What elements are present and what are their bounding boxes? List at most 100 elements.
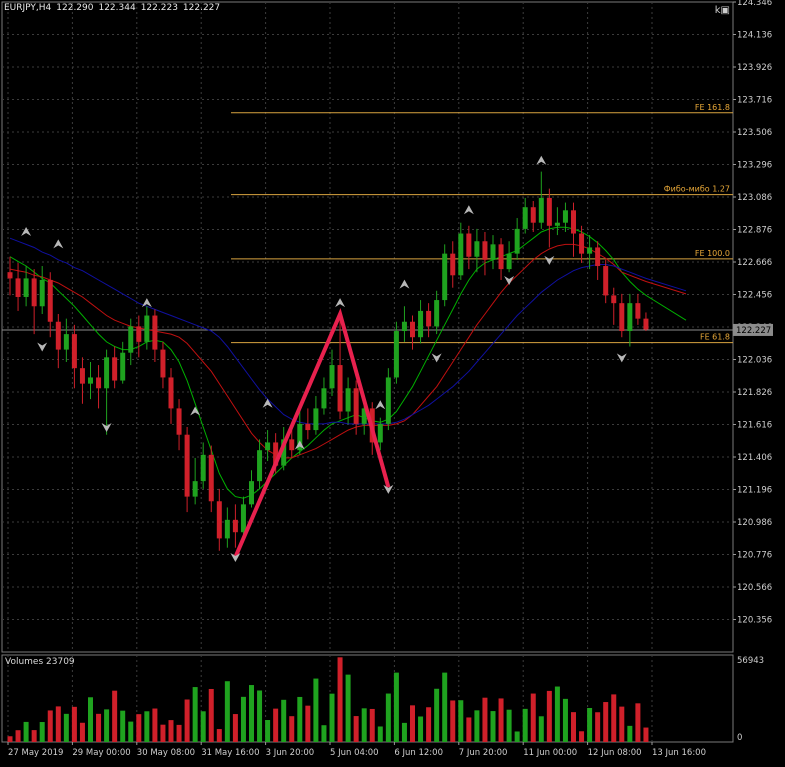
ohlc-close: 122.227 xyxy=(182,3,221,13)
fractal-arrows xyxy=(21,155,627,562)
candle-body xyxy=(224,519,230,539)
candle-body xyxy=(418,310,424,338)
candle-body xyxy=(611,295,617,304)
volume-bar xyxy=(442,672,448,742)
fractal-up-arrow xyxy=(141,298,152,308)
candle-body xyxy=(39,279,45,307)
volume-bar xyxy=(257,690,263,742)
fib-levels: FE 161.8 Фибо-мибо 1.27 FE 100.0 FE 61.8 xyxy=(2,103,733,344)
volume-bar xyxy=(31,730,37,742)
candle-body xyxy=(55,321,61,350)
candle-body xyxy=(297,423,303,451)
volume-bar xyxy=(200,711,206,742)
fib-level-label: FE 161.8 xyxy=(695,103,730,112)
volume-bar xyxy=(530,693,536,742)
candle-body xyxy=(321,388,327,409)
volume-bar xyxy=(619,706,625,742)
volume-bar xyxy=(168,720,174,742)
volume-bar xyxy=(506,709,512,742)
volume-bar xyxy=(562,698,568,742)
y-tick-label: 123.086 xyxy=(737,193,772,203)
volume-bar xyxy=(377,726,383,742)
volume-bar xyxy=(514,731,520,742)
candle-body xyxy=(434,300,440,327)
x-tick-label: 5 Jun 04:00 xyxy=(330,748,379,758)
volume-bar xyxy=(410,705,415,742)
candle-body xyxy=(450,253,456,276)
candle-body xyxy=(426,310,432,327)
candle-body xyxy=(498,244,504,270)
fib-level-label: FE 61.8 xyxy=(700,333,730,342)
candle-body xyxy=(240,504,246,533)
candle-body xyxy=(635,303,641,319)
volume-bar xyxy=(47,710,53,742)
candle-body xyxy=(136,326,142,342)
volume-bar xyxy=(15,730,21,742)
volume-bar xyxy=(635,703,641,742)
y-tick-label: 123.506 xyxy=(737,128,772,138)
x-tick-label: 30 May 08:00 xyxy=(137,748,195,758)
volume-bar xyxy=(289,716,295,742)
volume-bar xyxy=(458,700,464,742)
volume-bar xyxy=(55,706,61,742)
candle-body xyxy=(71,334,77,369)
symbol-name: EURJPY,H4 xyxy=(4,3,52,13)
fib-level-label: Фибо-мибо 1.27 xyxy=(664,185,730,194)
volume-bar xyxy=(369,708,375,742)
y-tick-label: 122.876 xyxy=(737,226,772,236)
x-tick-label: 6 Jun 12:00 xyxy=(394,748,443,758)
candle-body xyxy=(401,321,407,332)
volume-bar xyxy=(63,713,69,742)
candle-body xyxy=(385,377,391,424)
candle-body xyxy=(104,357,110,389)
candle-body xyxy=(490,244,496,260)
volume-bar xyxy=(71,706,77,742)
volume-bar xyxy=(611,694,617,742)
candle-body xyxy=(305,423,311,431)
volume-bar xyxy=(297,696,303,742)
autoscroll-icon[interactable]: k▣ xyxy=(714,5,730,16)
fractal-up-arrow xyxy=(375,400,386,410)
candle-body xyxy=(232,519,238,533)
candle-body xyxy=(216,501,222,539)
fractal-down-arrow xyxy=(504,275,515,285)
fractal-up-arrow xyxy=(399,279,410,289)
moving-average-line xyxy=(9,237,687,425)
candle-body xyxy=(361,408,367,424)
volume-bar xyxy=(305,705,311,742)
candle-body xyxy=(128,326,134,353)
moving-average-line xyxy=(9,243,687,459)
volume-bar xyxy=(144,711,150,742)
volume-bar xyxy=(571,712,576,742)
volume-bar xyxy=(345,674,351,742)
volume-bar xyxy=(273,708,279,742)
volume-bar xyxy=(184,699,190,742)
candle-body xyxy=(530,207,536,223)
volume-bar xyxy=(281,699,287,742)
fractal-up-arrow xyxy=(536,155,547,165)
candle-body xyxy=(96,377,102,389)
volume-bars xyxy=(7,657,649,742)
fractal-up-arrow xyxy=(463,205,474,215)
volume-bar xyxy=(39,722,45,742)
volumes-label: Volumes 23709 xyxy=(5,657,75,667)
volume-bar xyxy=(522,708,528,742)
zigzag xyxy=(233,308,391,558)
fractal-down-arrow xyxy=(383,484,394,494)
volume-bar xyxy=(627,725,633,742)
ohlc-high: 122.344 xyxy=(98,3,136,13)
volume-bar xyxy=(224,681,230,742)
candle-body xyxy=(587,247,593,254)
candle-body xyxy=(273,442,279,466)
y-tick-label: 122.666 xyxy=(737,258,772,268)
volume-bar xyxy=(313,678,319,742)
volume-bar xyxy=(426,707,432,742)
x-tick-label: 3 Jun 20:00 xyxy=(266,748,315,758)
volume-bar xyxy=(120,710,126,742)
y-tick-label: 120.356 xyxy=(737,616,772,626)
candle-body xyxy=(554,222,560,226)
y-tick-label: 122.456 xyxy=(737,291,772,301)
volume-bar xyxy=(595,712,601,742)
candle-body xyxy=(345,388,351,412)
x-tick-label: 7 Jun 20:00 xyxy=(459,748,508,758)
